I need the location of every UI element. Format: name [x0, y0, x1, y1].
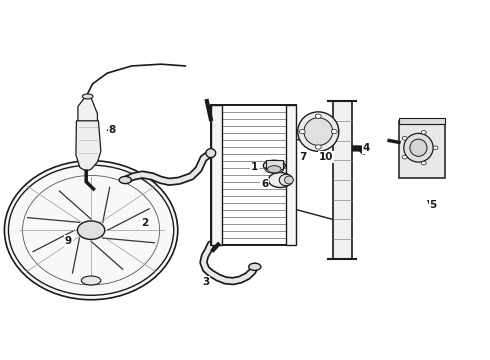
- Ellipse shape: [268, 166, 281, 173]
- Ellipse shape: [304, 118, 333, 145]
- Bar: [399, 118, 445, 125]
- Ellipse shape: [265, 165, 284, 173]
- Circle shape: [331, 130, 337, 134]
- Circle shape: [433, 146, 438, 149]
- Bar: [266, 160, 283, 169]
- Ellipse shape: [119, 176, 131, 184]
- Text: 5: 5: [430, 200, 437, 210]
- Circle shape: [299, 130, 305, 134]
- Text: 8: 8: [108, 125, 116, 135]
- Ellipse shape: [248, 263, 261, 270]
- Text: 9: 9: [65, 236, 72, 246]
- Circle shape: [316, 145, 321, 149]
- Circle shape: [421, 131, 426, 134]
- Bar: [211, 105, 221, 244]
- Circle shape: [421, 161, 426, 165]
- Polygon shape: [78, 98, 98, 128]
- Ellipse shape: [4, 161, 178, 300]
- Ellipse shape: [82, 94, 93, 99]
- Circle shape: [402, 156, 407, 159]
- Text: 2: 2: [141, 218, 148, 228]
- Ellipse shape: [410, 139, 427, 156]
- Ellipse shape: [404, 134, 433, 162]
- Ellipse shape: [279, 174, 293, 186]
- Ellipse shape: [285, 176, 294, 184]
- Ellipse shape: [263, 160, 285, 171]
- Bar: [333, 101, 351, 259]
- Polygon shape: [76, 121, 101, 171]
- Bar: [211, 105, 296, 244]
- Ellipse shape: [298, 112, 339, 151]
- Text: 10: 10: [318, 152, 333, 162]
- Ellipse shape: [77, 221, 105, 239]
- Ellipse shape: [269, 172, 292, 188]
- Circle shape: [402, 136, 407, 140]
- Text: 6: 6: [261, 179, 268, 189]
- Circle shape: [316, 114, 321, 118]
- Text: 1: 1: [251, 162, 258, 172]
- Text: 4: 4: [363, 143, 370, 153]
- Text: 7: 7: [299, 152, 306, 162]
- Ellipse shape: [81, 276, 101, 285]
- Bar: [286, 105, 296, 244]
- Text: 3: 3: [202, 277, 210, 287]
- Ellipse shape: [206, 149, 216, 158]
- Bar: [399, 121, 445, 178]
